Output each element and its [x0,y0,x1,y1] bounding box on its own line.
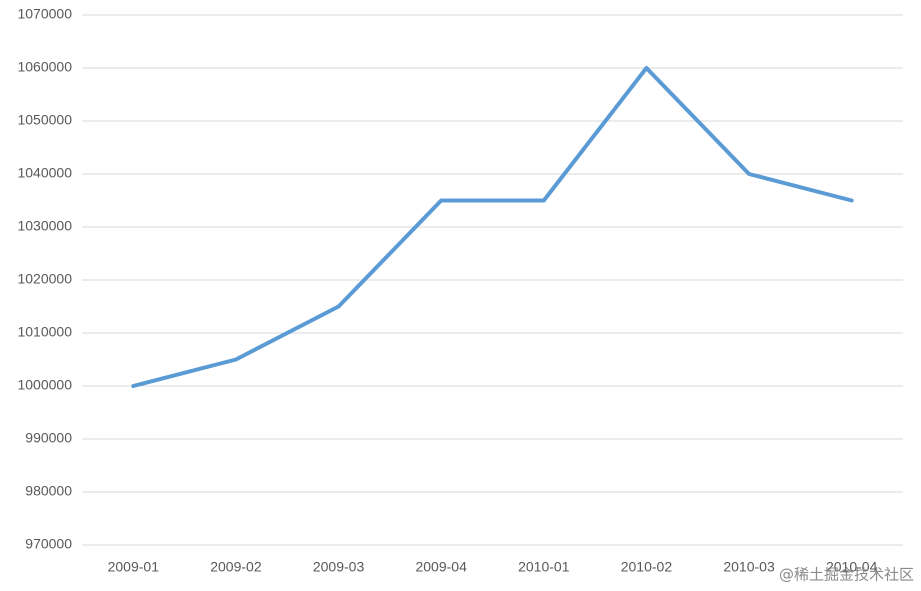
y-tick-label: 1070000 [17,6,72,22]
watermark: @稀土掘金技术社区 [779,566,914,584]
x-tick-label: 2010-02 [621,559,673,575]
y-tick-label: 1060000 [17,59,72,75]
y-tick-label: 990000 [25,430,72,446]
x-tick-label: 2010-03 [723,559,775,575]
y-tick-label: 980000 [25,483,72,499]
x-tick-label: 2010-01 [518,559,570,575]
y-tick-label: 970000 [25,536,72,552]
y-tick-label: 1030000 [17,218,72,234]
y-tick-label: 1010000 [17,324,72,340]
x-tick-label: 2009-03 [313,559,365,575]
x-tick-label: 2010-04 [826,559,878,575]
data-line [131,66,854,388]
y-tick-label: 1050000 [17,112,72,128]
y-tick-label: 1020000 [17,271,72,287]
y-tick-label: 1000000 [17,377,72,393]
x-tick-label: 2009-02 [210,559,262,575]
x-tick-label: 2009-01 [108,559,160,575]
y-tick-label: 1040000 [17,165,72,181]
x-tick-label: 2009-04 [415,559,467,575]
